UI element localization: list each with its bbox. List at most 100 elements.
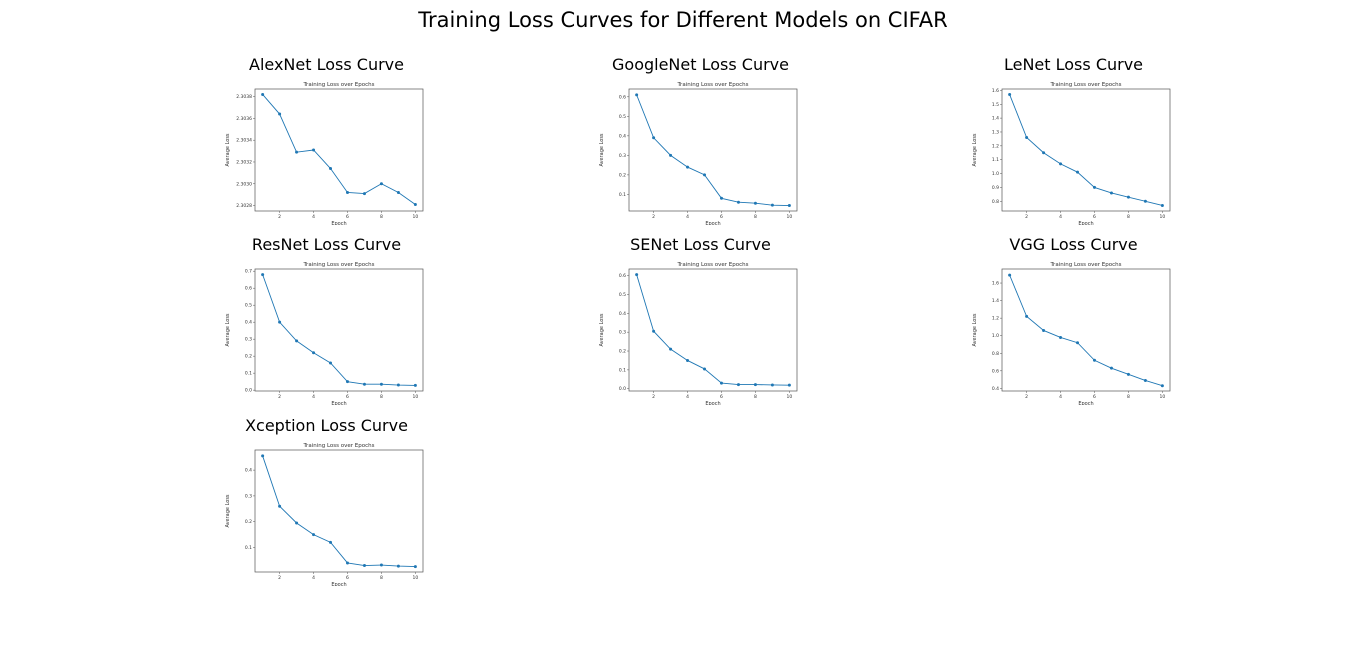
y-tick-label: 1.4 [992, 298, 999, 304]
panel-title: VGG Loss Curve [1009, 235, 1138, 254]
y-tick-label: 0.1 [245, 371, 252, 377]
loss-data-point [753, 201, 757, 205]
y-tick-label: 2.3036 [236, 116, 252, 122]
x-tick-label: 8 [380, 394, 383, 400]
loss-data-point [787, 383, 791, 387]
y-tick-label: 0.2 [619, 172, 626, 178]
plot-frame [628, 88, 798, 212]
x-tick-label: 6 [1093, 394, 1096, 400]
y-axis-label: Average Loss [972, 133, 978, 166]
x-tick-label: 4 [312, 394, 315, 400]
panel-title: GoogleNet Loss Curve [612, 55, 789, 74]
plot-frame [254, 268, 424, 392]
x-tick-label: 10 [786, 394, 792, 400]
loss-data-point [703, 367, 707, 371]
senet-chart-panel: SENet Loss Curve Training Loss over Epoc… [593, 235, 808, 405]
plot-frame [628, 268, 798, 392]
y-tick-label: 0.3 [619, 153, 626, 159]
loss-data-point [362, 192, 366, 196]
x-tick-label: 2 [278, 214, 281, 220]
loss-data-point [753, 383, 757, 387]
loss-data-point [719, 381, 723, 385]
y-axis-label: Average Loss [599, 133, 605, 166]
loss-series-line [262, 455, 416, 568]
y-tick-label: 0.6 [619, 273, 626, 279]
alexnet-chart-panel: AlexNet Loss Curve Training Loss over Ep… [219, 55, 434, 225]
x-tick-label: 8 [380, 214, 383, 220]
axes-title: Training Loss over Epochs [1050, 82, 1122, 88]
y-tick-label: 0.6 [245, 286, 252, 292]
loss-data-point [1092, 358, 1096, 362]
y-tick-label: 0.5 [619, 292, 626, 298]
axes-title: Training Loss over Epochs [1050, 262, 1122, 268]
loss-data-point [329, 361, 333, 365]
loss-data-point [652, 136, 656, 140]
loss-data-point [312, 533, 316, 537]
loss-data-point [261, 92, 265, 96]
axes-title: Training Loss over Epochs [303, 82, 375, 88]
loss-data-point [413, 383, 417, 387]
y-axis-label: Average Loss [225, 494, 231, 527]
vgg-chart-panel: VGG Loss Curve Training Loss over Epochs… [966, 235, 1181, 405]
loss-data-point [1076, 170, 1080, 174]
y-tick-label: 0.8 [992, 351, 999, 357]
y-axis-label: Average Loss [599, 313, 605, 346]
loss-data-point [278, 112, 282, 116]
loss-data-point [1025, 314, 1029, 318]
loss-data-point [396, 190, 400, 194]
loss-data-point [1126, 195, 1130, 199]
x-tick-label: 6 [346, 575, 349, 581]
x-axis-label: Epoch [331, 401, 346, 405]
loss-data-point [379, 382, 383, 386]
loss-data-point [1109, 191, 1113, 195]
panel-title: ResNet Loss Curve [251, 235, 402, 254]
loss-data-point [703, 173, 707, 177]
loss-data-point [1160, 384, 1164, 388]
loss-data-point [686, 358, 690, 362]
panel-title: Xception Loss Curve [245, 416, 408, 435]
loss-data-point [1008, 273, 1012, 277]
loss-series-line [1009, 94, 1163, 206]
loss-data-point [1059, 162, 1063, 166]
loss-data-point [770, 203, 774, 207]
loss-data-point [669, 347, 673, 351]
loss-data-point [295, 339, 299, 343]
y-tick-label: 0.3 [245, 493, 252, 499]
x-tick-label: 4 [686, 214, 689, 220]
y-tick-label: 0.3 [245, 337, 252, 343]
y-tick-label: 0.6 [619, 94, 626, 100]
y-tick-label: 0.2 [245, 519, 252, 525]
loss-data-point [362, 564, 366, 568]
loss-data-point [278, 504, 282, 508]
x-tick-label: 6 [346, 394, 349, 400]
panel-title: SENet Loss Curve [630, 235, 771, 254]
loss-data-point [1109, 366, 1113, 370]
loss-data-point [635, 93, 639, 97]
vgg-loss-chart: Training Loss over Epochs 2 4 6 8 10 0.4 0.6 0.8… [972, 262, 1171, 405]
loss-data-point [719, 196, 723, 200]
loss-data-point [1143, 199, 1147, 203]
loss-data-point [736, 383, 740, 387]
panel-title: LeNet Loss Curve [1003, 55, 1144, 74]
y-tick-label: 0.9 [992, 185, 999, 191]
loss-data-point [312, 351, 316, 355]
y-tick-label: 1.3 [992, 129, 999, 135]
y-tick-label: 0.4 [245, 320, 252, 326]
x-tick-label: 8 [754, 394, 757, 400]
y-tick-label: 1.2 [992, 316, 999, 322]
loss-data-point [261, 454, 265, 458]
alexnet-loss-chart: Training Loss over Epochs 2 4 6 8 10 2.3028 2.3… [225, 82, 424, 225]
plot-frame [1001, 268, 1171, 392]
loss-data-point [1008, 93, 1012, 97]
y-tick-label: 2.3032 [236, 159, 252, 165]
y-tick-label: 1.6 [992, 281, 999, 287]
y-tick-label: 0.6 [992, 368, 999, 374]
y-tick-label: 0.5 [245, 303, 252, 309]
y-tick-label: 0.2 [245, 354, 252, 360]
y-tick-label: 0.0 [245, 388, 252, 394]
axes-title: Training Loss over Epochs [677, 262, 749, 268]
y-tick-label: 0.4 [619, 311, 626, 317]
x-tick-label: 8 [380, 575, 383, 581]
y-tick-label: 2.3030 [236, 181, 252, 187]
y-tick-label: 0.8 [992, 199, 999, 205]
